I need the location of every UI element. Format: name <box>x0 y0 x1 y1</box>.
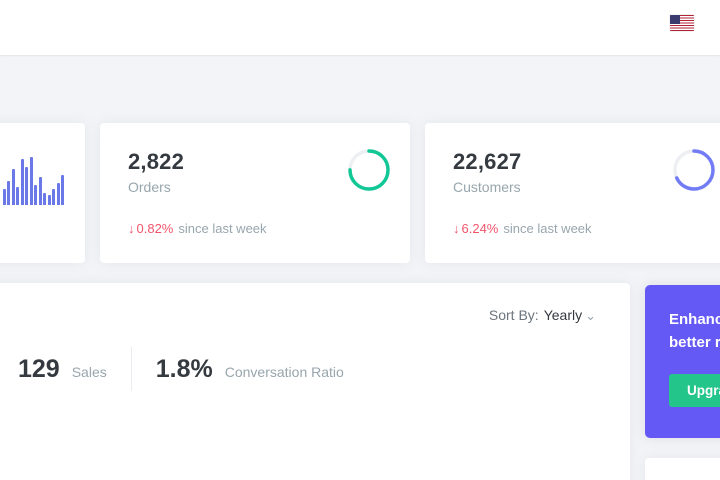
spark-bar <box>2 189 6 205</box>
sort-by-label: Sort By: <box>488 307 539 323</box>
us-flag-icon[interactable] <box>670 15 694 31</box>
orders-progress-ring <box>348 149 390 191</box>
sales-panel-stats: 129 Sales 1.8% Conversation Ratio <box>18 347 344 391</box>
sales-stat-label: Sales <box>71 363 107 380</box>
conversation-ratio-value: 1.8% <box>155 354 213 383</box>
sales-stat: 129 Sales <box>18 355 107 384</box>
spark-bar <box>56 183 60 205</box>
spark-bar <box>47 195 51 205</box>
stat-card-revenue <box>0 123 85 263</box>
customers-progress-ring <box>673 149 715 191</box>
arrow-down-icon: ↓ <box>453 221 460 236</box>
spark-bar <box>52 189 55 205</box>
arrow-down-icon: ↓ <box>128 221 135 236</box>
orders-delta-pct: 0.82% <box>136 221 174 236</box>
customers-delta: ↓ 6.24% since last week <box>453 221 592 236</box>
spark-bar <box>7 181 10 205</box>
customers-delta-pct: 6.24% <box>461 221 499 236</box>
stat-card-customers: 22,627 Customers ↓ 6.24% since last week <box>425 123 720 263</box>
conversation-ratio-stat: 1.8% Conversation Ratio <box>156 355 344 384</box>
revenue-sparkline <box>2 157 64 205</box>
sort-by-value: Yearly <box>543 307 583 323</box>
orders-delta-note: since last week <box>178 221 267 236</box>
sort-by-dropdown[interactable]: Sort By: Yearly ⌄ <box>489 307 596 324</box>
spark-bar <box>11 169 15 205</box>
spark-bar <box>34 185 37 205</box>
bottom-right-card <box>645 458 720 480</box>
orders-label: Orders <box>128 179 171 195</box>
sales-stat-value: 129 <box>18 354 60 383</box>
spark-bar <box>20 159 24 205</box>
campaign-text-line2: better results. <box>669 333 720 351</box>
stats-divider <box>130 347 132 391</box>
stat-card-orders: 2,822 Orders ↓ 0.82% since last week <box>100 123 410 263</box>
spark-bar <box>61 175 64 205</box>
campaign-card: Enhance your Campaigns for better result… <box>645 285 720 438</box>
spark-bar <box>43 193 46 205</box>
spark-bar <box>38 177 42 205</box>
customers-label: Customers <box>453 179 521 195</box>
conversation-ratio-label: Conversation Ratio <box>224 363 344 380</box>
customers-value: 22,627 <box>453 149 522 174</box>
sales-analytics-panel: Sort By: Yearly ⌄ 129 Sales 1.8% Conversat… <box>0 283 630 480</box>
spark-bar <box>29 157 33 205</box>
campaign-text-line1: Enhance your Campaigns for <box>669 311 720 328</box>
topbar <box>0 0 720 55</box>
customers-delta-note: since last week <box>503 221 592 236</box>
orders-delta: ↓ 0.82% since last week <box>128 221 267 236</box>
spark-bar <box>25 167 28 205</box>
upgrade-button[interactable]: Upgrade <box>669 374 720 407</box>
chevron-down-icon: ⌄ <box>585 308 596 323</box>
us-flag-canton <box>670 15 680 24</box>
spark-bar <box>16 187 19 205</box>
orders-value: 2,822 <box>128 149 185 174</box>
